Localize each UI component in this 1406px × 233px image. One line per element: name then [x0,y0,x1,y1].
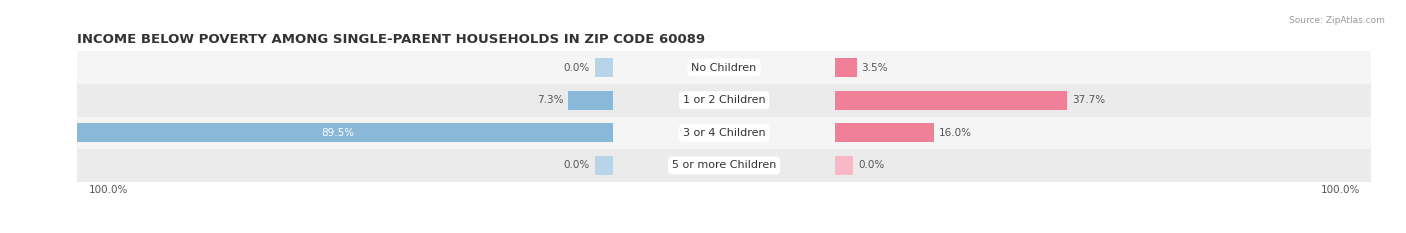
Bar [835,156,853,175]
Bar [77,51,1371,84]
Bar [595,58,613,77]
Bar [77,149,1371,182]
Text: 37.7%: 37.7% [1073,95,1105,105]
Bar [835,123,934,142]
Text: 5 or more Children: 5 or more Children [672,161,776,170]
Legend: Single Father, Single Mother: Single Father, Single Mother [631,230,817,233]
Bar [77,84,1371,116]
Bar [568,91,613,110]
Text: 1 or 2 Children: 1 or 2 Children [683,95,765,105]
Bar [77,116,1371,149]
Bar [835,58,856,77]
Text: 16.0%: 16.0% [938,128,972,138]
Text: Source: ZipAtlas.com: Source: ZipAtlas.com [1289,16,1385,25]
Bar [835,91,1067,110]
Text: 3 or 4 Children: 3 or 4 Children [683,128,765,138]
Text: 3.5%: 3.5% [862,63,889,72]
Text: INCOME BELOW POVERTY AMONG SINGLE-PARENT HOUSEHOLDS IN ZIP CODE 60089: INCOME BELOW POVERTY AMONG SINGLE-PARENT… [77,33,706,46]
Text: 0.0%: 0.0% [564,161,589,170]
Text: No Children: No Children [692,63,756,72]
Text: 7.3%: 7.3% [537,95,564,105]
Text: 89.5%: 89.5% [321,128,354,138]
Text: 0.0%: 0.0% [564,63,589,72]
Bar [595,156,613,175]
Bar [62,123,613,142]
Text: 0.0%: 0.0% [859,161,884,170]
